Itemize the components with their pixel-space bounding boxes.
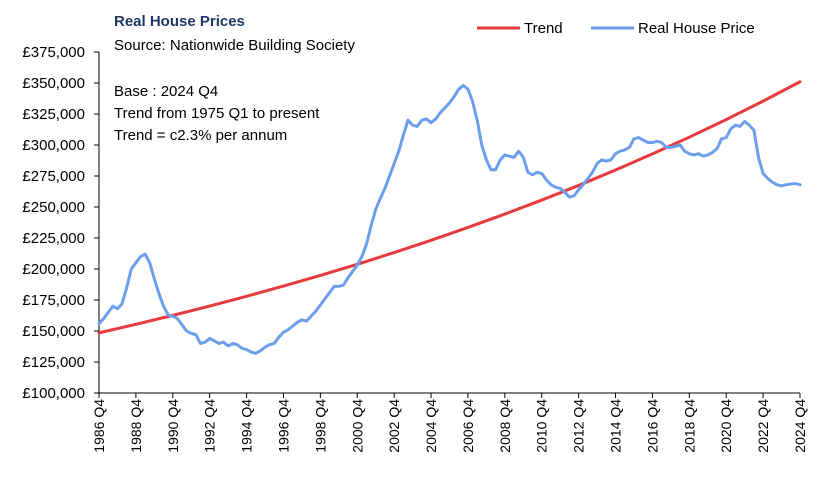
y-tick-label: £150,000 <box>22 323 85 340</box>
y-tick-label: £250,000 <box>22 199 85 216</box>
x-tick-label: 2022 Q4 <box>755 399 771 453</box>
x-tick-label: 1990 Q4 <box>165 399 181 453</box>
legend-label-real-house-price: Real House Price <box>638 20 755 37</box>
x-tick-label: 1996 Q4 <box>275 399 291 453</box>
y-tick-label: £225,000 <box>22 230 85 247</box>
x-tick-label: 2010 Q4 <box>534 399 550 453</box>
y-tick-label: £325,000 <box>22 106 85 123</box>
x-tick-label: 2018 Q4 <box>681 399 697 453</box>
legend: Trend Real House Price <box>477 20 755 37</box>
y-tick-label: £175,000 <box>22 292 85 309</box>
trend-line <box>97 80 802 335</box>
annotation-trend-rate: Trend = c2.3% per annum <box>114 127 287 144</box>
x-tick-label: 2000 Q4 <box>349 399 365 453</box>
y-tick-label: £275,000 <box>22 168 85 185</box>
annotation-trend-period: Trend from 1975 Q1 to present <box>114 105 320 122</box>
x-tick-label: 2008 Q4 <box>497 399 513 453</box>
x-tick-label: 1992 Q4 <box>202 399 218 453</box>
series-group <box>97 80 802 355</box>
axes <box>98 52 800 394</box>
x-tick-label: 2016 Q4 <box>644 399 660 453</box>
x-tick-label: 2002 Q4 <box>386 399 402 453</box>
x-tick-label: 1988 Q4 <box>128 399 144 453</box>
x-tick-label: 1994 Q4 <box>239 399 255 453</box>
y-tick-label: £300,000 <box>22 137 85 154</box>
legend-label-trend: Trend <box>524 20 563 37</box>
x-tick-label: 2020 Q4 <box>718 399 734 453</box>
y-axis-ticks: £100,000 £125,000 £150,000 £175,000 £200,000… <box>22 44 99 402</box>
x-axis-ticks: 1986 Q4 1988 Q4 1990 Q4 1992 Q4 1994 Q4 1996 … <box>91 393 808 453</box>
chart-subtitle: Source: Nationwide Building Society <box>114 37 355 54</box>
chart-title: Real House Prices <box>114 13 245 30</box>
x-tick-label: 2024 Q4 <box>792 399 808 453</box>
x-tick-label: 1998 Q4 <box>312 399 328 453</box>
annotation-base: Base : 2024 Q4 <box>114 83 218 100</box>
x-tick-label: 2006 Q4 <box>460 399 476 453</box>
y-tick-label: £200,000 <box>22 261 85 278</box>
x-tick-label: 2004 Q4 <box>423 399 439 453</box>
legend-item-trend: Trend <box>477 20 563 37</box>
x-tick-label: 2014 Q4 <box>608 399 624 453</box>
y-tick-label: £100,000 <box>22 385 85 402</box>
x-tick-label: 1986 Q4 <box>91 399 107 453</box>
y-tick-label: £125,000 <box>22 354 85 371</box>
x-tick-label: 2012 Q4 <box>571 399 587 453</box>
y-tick-label: £350,000 <box>22 75 85 92</box>
y-tick-label: £375,000 <box>22 44 85 61</box>
real-house-price-line <box>97 83 802 355</box>
legend-item-real-house-price: Real House Price <box>591 20 755 37</box>
